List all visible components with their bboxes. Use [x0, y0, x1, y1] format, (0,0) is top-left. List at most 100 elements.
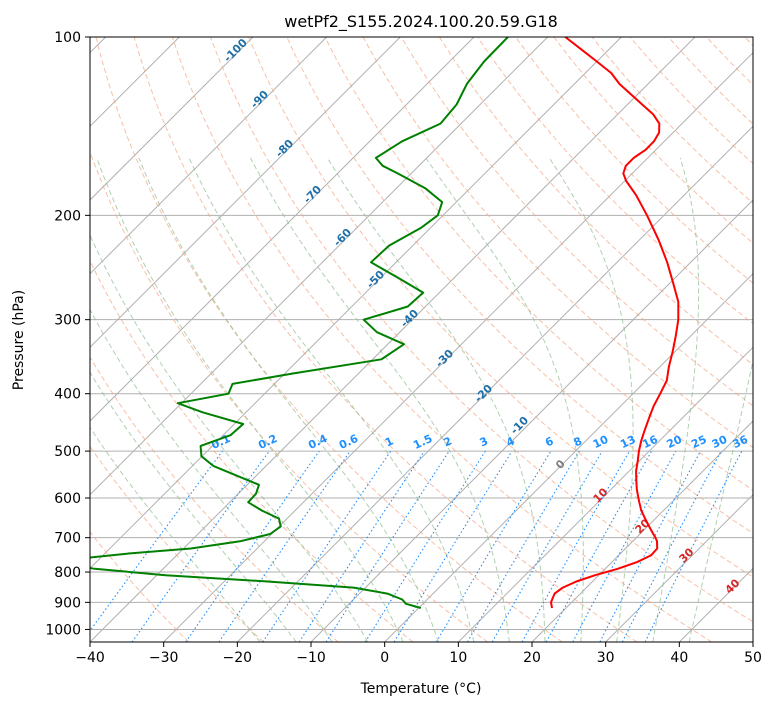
dry-adiabat-line [553, 37, 753, 244]
mixing-ratio-label: 3 [478, 434, 490, 449]
y-tick-label: 200 [54, 208, 81, 224]
moist-adiabat-line [188, 157, 475, 642]
dry-adiabat-line [90, 259, 414, 642]
moist-adiabat-line [90, 308, 333, 642]
isotherm-line [605, 493, 753, 642]
mixing-ratio-line [218, 450, 351, 642]
mixing-ratio-label: 1 [383, 434, 395, 449]
dry-adiabat-line [210, 37, 753, 623]
isotherm-line [90, 37, 622, 570]
x-tick-label: 10 [449, 650, 467, 666]
isotherm-line [90, 37, 401, 349]
y-tick-label: 700 [54, 531, 81, 547]
dry-adiabat-label: -80 [273, 137, 296, 160]
dry-adiabat-line [90, 150, 488, 642]
y-tick-label: 100 [54, 30, 81, 46]
y-tick-label: 500 [54, 444, 81, 460]
chart-title: wetPf2_S155.2024.100.20.59.G18 [284, 12, 558, 32]
mixing-ratio-line [521, 450, 630, 642]
dry-adiabat-label: -100 [221, 36, 250, 65]
isotherm-line [531, 420, 753, 642]
x-axis-ticks: −40 −30 −20 −10 0 10 20 30 40 50 [75, 642, 762, 666]
mixing-ratio-line [467, 450, 580, 642]
x-tick-label: 0 [380, 650, 389, 666]
mixing-ratio-label: 36 [731, 433, 751, 451]
dry-adiabat-line [90, 356, 339, 642]
dry-adiabat-line [515, 37, 753, 284]
dry-adiabat-line [362, 37, 753, 449]
x-tick-label: 40 [670, 650, 688, 666]
moist-adiabat-line [326, 157, 546, 642]
dry-adiabat-line [90, 445, 264, 642]
y-tick-label: 400 [54, 387, 81, 403]
mixing-ratio-label: 20 [665, 433, 685, 451]
dry-adiabat-line [400, 37, 753, 407]
x-tick-label: −10 [296, 650, 326, 666]
mixing-ratio-label: 30 [710, 433, 730, 451]
dry-adiabat-line [477, 37, 753, 325]
isotherm-line [90, 37, 549, 496]
moist-adiabat-line [425, 157, 584, 642]
y-tick-label: 600 [54, 491, 81, 507]
moist-adiabat-label: 30 [677, 545, 697, 565]
dewpoint-profile-line [90, 37, 509, 609]
dry-adiabat-label: -10 [508, 414, 531, 437]
y-axis-label: Pressure (hPa) [11, 290, 27, 390]
mixing-ratio-label: 0.4 [306, 432, 329, 452]
dry-adiabat-label: -30 [433, 347, 456, 370]
temperature-profile-line [550, 37, 680, 609]
mixing-ratio-label: 6 [543, 434, 556, 449]
dry-adiabat-label: -70 [301, 183, 324, 206]
isotherm-line [236, 125, 753, 642]
dry-adiabat-label: -40 [398, 307, 421, 330]
x-axis-label: Temperature (°C) [360, 681, 482, 697]
isotherm-line [90, 37, 254, 201]
plot-frame [89, 36, 754, 643]
dry-adiabat-label: -90 [248, 88, 271, 111]
y-tick-label: 800 [54, 565, 81, 581]
mixing-ratio-line [185, 450, 320, 642]
dry-adiabat-line [744, 37, 753, 47]
dry-adiabats [90, 37, 753, 642]
mixing-ratio-label: 8 [572, 434, 584, 449]
dry-adiabat-label: -60 [331, 226, 354, 249]
y-tick-label: 300 [54, 313, 81, 329]
isotherm-label: 0 [553, 457, 568, 472]
mixing-ratio-label: 13 [618, 433, 637, 451]
mixing-ratio-line [325, 450, 450, 642]
moist-adiabat-label: 40 [723, 576, 743, 596]
moist-adiabat-line [90, 371, 297, 642]
mixing-ratio-line [364, 450, 486, 642]
moist-adiabat-label: 10 [591, 485, 611, 505]
mixing-ratio-line [262, 450, 392, 642]
dry-adiabat-line [90, 531, 190, 642]
moist-adiabats [90, 157, 753, 642]
dry-adiabat-line [133, 37, 638, 642]
dry-adiabat-line [171, 37, 712, 642]
dry-adiabat-label: -50 [364, 268, 387, 291]
dry-adiabat-line [438, 37, 753, 365]
mixing-ratio-line [491, 450, 603, 642]
dry-adiabat-line [591, 37, 753, 204]
x-tick-label: −30 [149, 650, 179, 666]
isotherm-line [163, 51, 753, 642]
moist-adiabat-line [138, 157, 439, 642]
dry-adiabat-line [324, 37, 753, 491]
mixing-ratio-lines [90, 450, 743, 642]
y-tick-label: 900 [54, 595, 81, 611]
x-tick-label: −20 [223, 650, 253, 666]
mixing-ratio-line [435, 450, 552, 642]
x-tick-label: 20 [523, 650, 541, 666]
dry-adiabat-line [286, 37, 753, 534]
moist-adiabat-line [90, 426, 261, 642]
moist-adiabat-line [652, 157, 700, 642]
isotherm-line [90, 37, 328, 275]
isotherm-line [678, 567, 753, 642]
moist-adiabat-line [688, 358, 753, 642]
plot-area: 0.1 0.2 0.4 0.6 1 1.5 2 3 4 6 8 10 13 16 20 25 30 36-100-… [90, 36, 753, 642]
mixing-ratio-line [572, 450, 677, 642]
moist-adiabat-line [96, 157, 404, 642]
mixing-ratio-label: 25 [689, 433, 708, 451]
mixing-ratio-label: 16 [640, 433, 660, 451]
mixing-ratio-line [545, 450, 653, 642]
